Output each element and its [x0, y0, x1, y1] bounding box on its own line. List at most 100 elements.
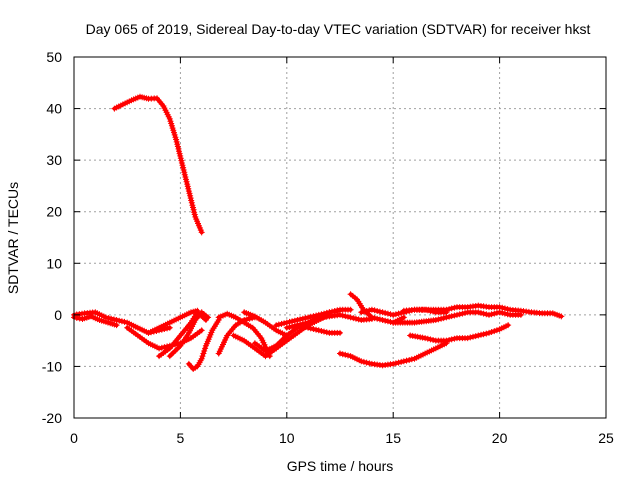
y-tick-label: 10: [46, 255, 62, 271]
data-point: [283, 332, 290, 339]
data-point: [488, 311, 495, 318]
data-point: [505, 322, 512, 329]
series-arc-7: [166, 309, 212, 360]
series-arc-23: [390, 309, 524, 326]
data-point: [459, 310, 466, 317]
data-point: [366, 307, 373, 314]
data-point: [368, 314, 375, 321]
data-point: [158, 344, 165, 351]
data-point: [345, 352, 351, 359]
data-point: [451, 304, 458, 311]
data-point: [390, 311, 397, 318]
data-point: [392, 311, 399, 318]
data-point: [379, 317, 386, 323]
data-point: [438, 315, 445, 322]
data-point: [275, 321, 282, 328]
data-point: [501, 310, 508, 317]
data-point: [194, 307, 201, 314]
data-point: [424, 335, 431, 342]
data-point: [166, 324, 173, 331]
data-point: [379, 309, 386, 316]
data-point: [448, 305, 455, 312]
data-point: [205, 314, 212, 321]
data-point: [486, 311, 492, 318]
data-point: [273, 322, 280, 329]
data-point: [443, 306, 450, 313]
data-point: [286, 318, 293, 325]
data-point: [400, 358, 407, 365]
data-point: [108, 315, 115, 322]
series-trace: [112, 94, 204, 235]
data-point: [470, 333, 476, 340]
data-point: [387, 311, 394, 318]
data-point: [198, 355, 205, 362]
y-tick-label: 50: [46, 49, 62, 65]
data-point: [339, 351, 346, 358]
y-tick-label: -20: [42, 410, 62, 426]
data-point: [339, 312, 346, 319]
x-tick-label: 20: [492, 430, 508, 446]
data-point: [454, 311, 460, 318]
data-point: [286, 324, 293, 331]
data-point: [493, 327, 500, 334]
data-point: [294, 322, 301, 329]
y-tick-label: -10: [42, 358, 62, 374]
data-point: [297, 322, 304, 329]
data-point: [281, 320, 288, 327]
data-point: [451, 312, 458, 319]
data-point: [291, 317, 298, 324]
data-point: [499, 304, 506, 311]
data-point: [302, 315, 309, 322]
data-point: [475, 332, 482, 339]
x-tick-label: 10: [279, 430, 295, 446]
data-point: [443, 314, 450, 321]
data-point: [464, 335, 471, 342]
data-point: [118, 318, 125, 325]
data-point: [496, 309, 503, 316]
data-point: [368, 306, 375, 313]
data-point: [475, 309, 482, 316]
data-point: [318, 328, 325, 334]
series-arc-24: [400, 302, 565, 320]
data-point: [395, 359, 402, 366]
y-axis-label: SDTVAR / TECUs: [5, 182, 21, 294]
data-point: [427, 336, 434, 343]
data-point: [302, 324, 309, 331]
data-point: [376, 308, 383, 315]
data-point: [446, 313, 453, 320]
data-point: [278, 320, 285, 327]
data-point: [305, 324, 312, 331]
data-point: [347, 314, 354, 321]
y-tick-label: 20: [46, 204, 62, 220]
data-point: [323, 329, 330, 336]
data-point: [451, 335, 458, 342]
data-point: [105, 315, 112, 322]
data-point: [283, 319, 290, 326]
plot-frame: [73, 56, 607, 419]
data-point: [499, 309, 506, 316]
series-arc-18: [315, 311, 375, 323]
data-point: [403, 357, 410, 364]
data-point: [448, 313, 455, 320]
data-point: [113, 317, 120, 323]
data-point: [199, 353, 206, 360]
data-point: [371, 315, 378, 322]
data-point: [406, 357, 413, 363]
x-axis-label: GPS time / hours: [287, 458, 394, 474]
data-point: [360, 358, 367, 365]
data-point: [110, 316, 117, 323]
y-tick-label: 40: [46, 101, 62, 117]
x-tick-label: 5: [177, 430, 185, 446]
data-point: [161, 344, 168, 351]
data-point: [432, 317, 439, 323]
data-point: [488, 329, 495, 335]
data-point: [435, 316, 442, 323]
data-point: [156, 345, 163, 352]
data-point: [384, 310, 391, 317]
data-point: [398, 358, 405, 365]
data-point: [366, 360, 373, 367]
data-point: [491, 310, 498, 317]
x-tick-label: 0: [70, 430, 78, 446]
y-tick-label: 0: [54, 307, 62, 323]
